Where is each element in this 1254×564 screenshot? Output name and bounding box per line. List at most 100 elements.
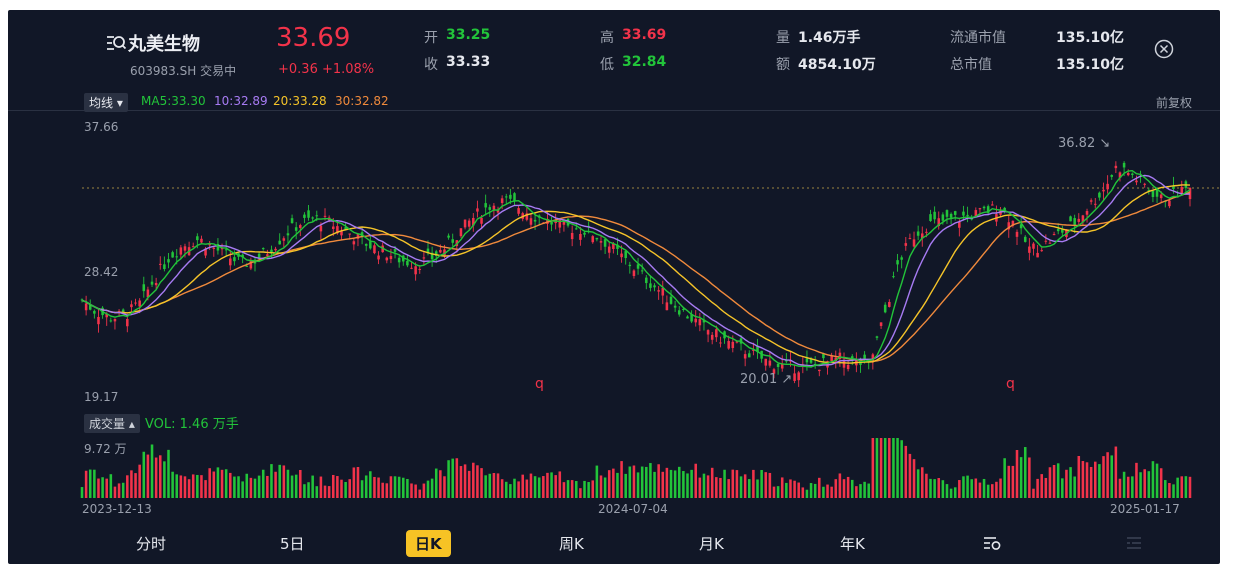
chart-settings-icon[interactable] <box>983 535 1003 551</box>
ma-selector[interactable]: 均线 ▾ <box>84 93 128 112</box>
candle <box>286 225 290 244</box>
volume-bar <box>1139 472 1142 498</box>
volume-bar <box>739 476 743 498</box>
ma10-value: 10:32.89 <box>214 94 268 108</box>
candle <box>171 250 174 258</box>
candle <box>953 210 957 221</box>
candle <box>982 205 986 211</box>
volume-bar <box>694 463 697 498</box>
volume-bar <box>220 469 224 498</box>
candle <box>1098 191 1101 201</box>
volume-bar <box>929 478 932 498</box>
candle <box>702 313 706 331</box>
tab-yearly-k[interactable]: 年K <box>840 535 865 553</box>
volume-bar <box>266 475 269 498</box>
volume-bar <box>1106 452 1109 498</box>
volume-bar <box>793 480 796 498</box>
candle <box>307 205 310 221</box>
high-marker-value: 36.82 <box>1058 136 1096 151</box>
candle <box>933 206 936 224</box>
candle <box>529 213 533 228</box>
candle <box>414 262 417 281</box>
close-circle-icon[interactable] <box>1153 38 1175 60</box>
candle <box>142 276 146 298</box>
volume-bar <box>550 472 553 498</box>
volume-bar <box>673 470 677 498</box>
volume-bar <box>480 468 483 498</box>
candle <box>278 233 281 245</box>
tab-5day[interactable]: 5日 <box>280 535 305 553</box>
volume-bar <box>97 478 100 498</box>
candle <box>1069 215 1072 222</box>
volume-selector[interactable]: 成交量 ▴ <box>84 414 140 433</box>
volume-bar <box>542 476 545 498</box>
candle <box>883 302 887 314</box>
ma10-line <box>81 174 1191 367</box>
tab-intraday[interactable]: 分时 <box>136 535 167 553</box>
candle <box>154 277 158 290</box>
volume-bar <box>933 479 936 498</box>
search-list-icon[interactable] <box>106 33 127 53</box>
volume-bar <box>261 469 265 498</box>
candle <box>991 201 994 206</box>
candle <box>237 252 240 261</box>
volume-bar <box>661 471 665 498</box>
low-marker: 20.01 ↗ <box>740 372 793 387</box>
adjust-mode[interactable]: 前复权 <box>1156 96 1193 110</box>
volume-bar <box>698 477 702 498</box>
candle <box>822 352 825 363</box>
volume-bar <box>554 475 557 498</box>
volume-bar <box>1015 449 1019 498</box>
volume-bar <box>838 473 842 498</box>
candle <box>591 235 595 244</box>
candle <box>937 211 941 230</box>
candle <box>653 283 656 292</box>
candle <box>93 309 96 319</box>
low-label: 低 <box>600 57 614 73</box>
candle <box>463 219 467 230</box>
volume-bar <box>150 444 154 498</box>
volume-bar <box>702 473 706 498</box>
volume-bar <box>476 465 479 498</box>
event-marker-2[interactable]: q <box>1006 376 1015 392</box>
volume-bar <box>191 474 195 498</box>
volume-bar <box>813 483 817 498</box>
volume-bar <box>818 477 821 498</box>
candle <box>764 358 768 371</box>
tab-monthly-k[interactable]: 月K <box>699 535 724 553</box>
candle <box>603 238 607 254</box>
volume-bar <box>1065 469 1068 498</box>
volume-bar <box>344 481 347 498</box>
volume-bar <box>1073 476 1076 498</box>
volume-bar <box>134 473 137 498</box>
volume-bar <box>434 468 438 498</box>
candle <box>723 330 726 344</box>
volume-bar <box>200 475 203 498</box>
volume-bar <box>323 485 327 498</box>
candle <box>747 350 751 358</box>
volume-bar <box>282 465 286 498</box>
volume-bar <box>1032 488 1035 498</box>
tab-daily-k[interactable]: 日K <box>406 530 451 557</box>
candle <box>134 298 137 306</box>
volume-bar <box>299 470 302 498</box>
volume-bar <box>991 484 994 498</box>
volume-bar <box>562 482 566 498</box>
candle <box>517 204 520 216</box>
volume-bar <box>970 479 973 498</box>
volume-bar <box>805 489 809 498</box>
volume-bar <box>488 473 492 498</box>
candle <box>253 256 257 272</box>
volume-bar <box>603 477 607 498</box>
candle <box>995 205 998 227</box>
tab-weekly-k[interactable]: 周K <box>559 535 584 553</box>
stock-name[interactable]: 丸美生物 <box>128 34 200 55</box>
volume-bar <box>113 486 117 498</box>
volume-bar <box>822 486 825 498</box>
candle <box>513 192 516 206</box>
event-marker-1[interactable]: q <box>535 376 544 392</box>
volume-bar <box>439 470 442 498</box>
volume-bar <box>1007 465 1011 498</box>
candle <box>834 350 838 369</box>
list-icon[interactable] <box>1124 535 1144 551</box>
